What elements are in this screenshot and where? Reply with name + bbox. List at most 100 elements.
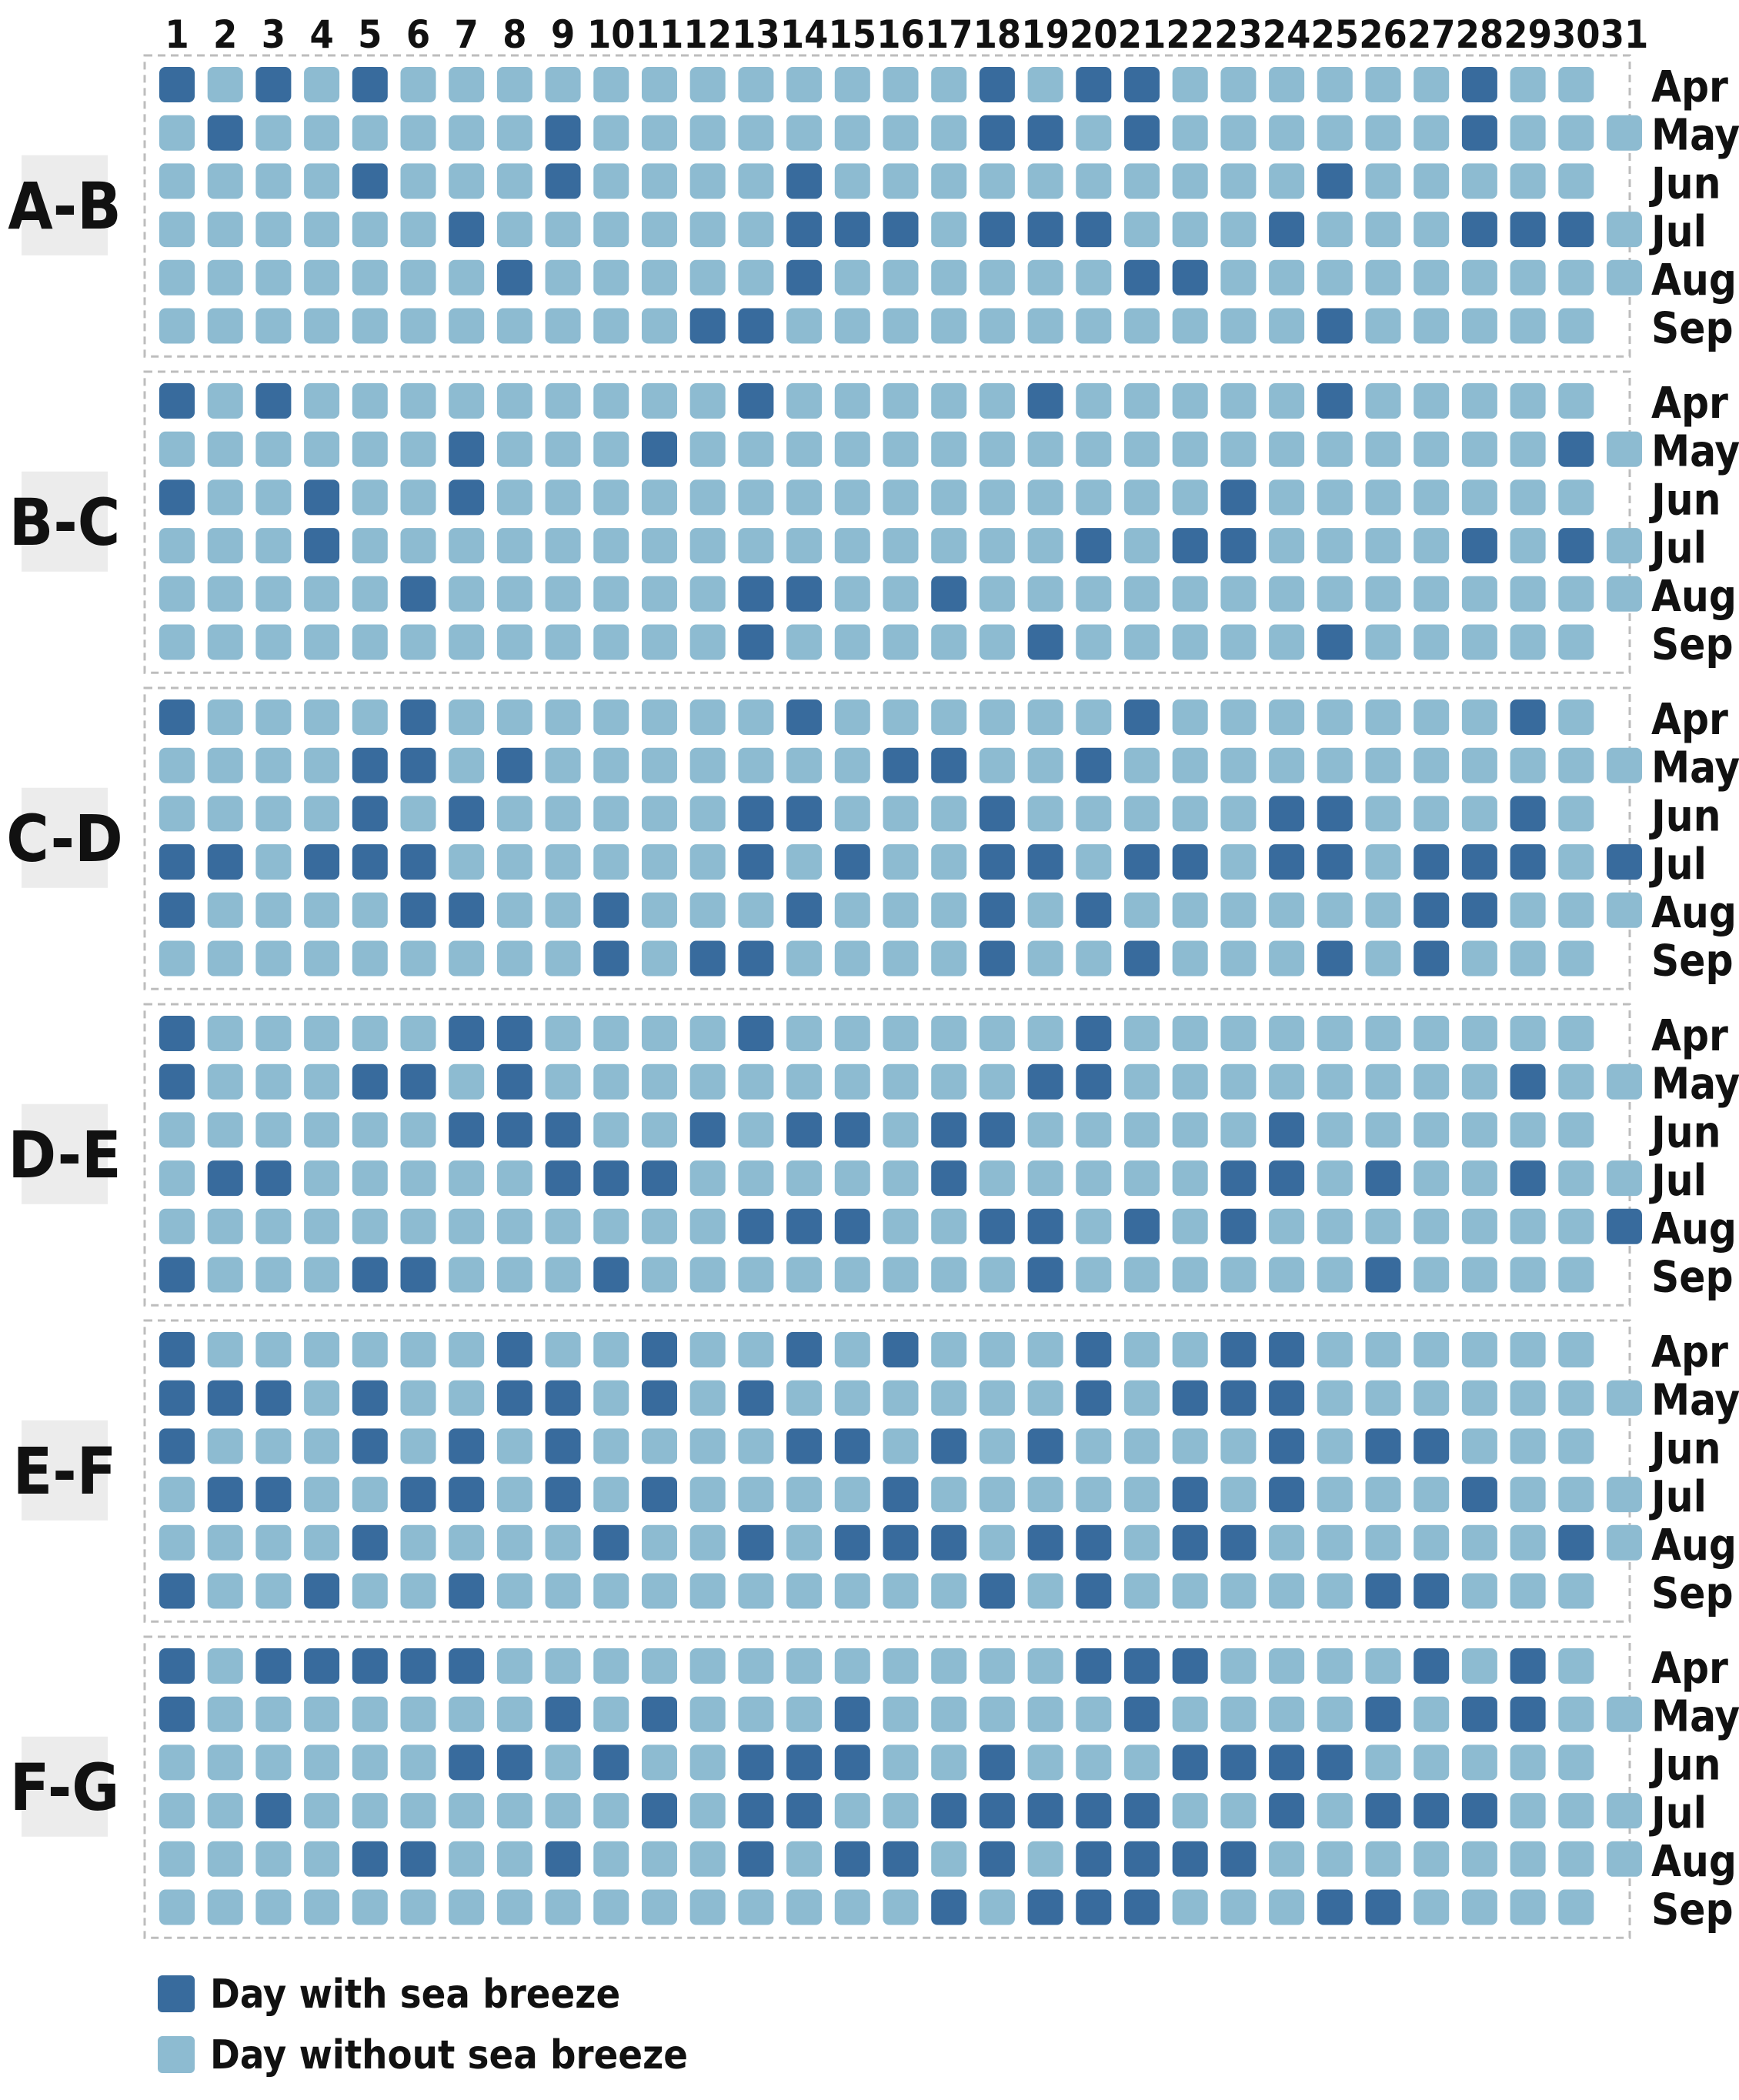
day-cell (352, 1257, 388, 1293)
day-cell (931, 212, 967, 248)
day-cell (738, 1573, 774, 1609)
day-cell (1317, 528, 1353, 564)
day-cell (352, 528, 388, 564)
day-cell (593, 1648, 629, 1684)
day-cell (786, 796, 823, 832)
day-cell (738, 1428, 774, 1464)
day-cell (545, 1016, 581, 1051)
day-cell (159, 1380, 195, 1416)
day-cell (304, 747, 340, 783)
day-cell (1124, 1160, 1160, 1197)
day-label-18: 18 (973, 12, 1022, 57)
day-cell (593, 844, 629, 880)
day-cell (1607, 747, 1642, 783)
day-cell (400, 1524, 436, 1561)
day-cell (1124, 1648, 1160, 1684)
day-cell (352, 844, 388, 880)
day-cell (1558, 1524, 1594, 1561)
day-cell (786, 1208, 823, 1244)
legend-label-no: Day without sea breeze (210, 2032, 688, 2078)
day-cell (931, 528, 967, 564)
day-cell (449, 479, 485, 516)
day-cell (304, 308, 340, 344)
day-cell (1076, 1332, 1112, 1367)
month-label-may: May (1651, 427, 1739, 477)
day-cell (304, 212, 340, 248)
day-cell (1172, 383, 1208, 419)
day-cell (1076, 1524, 1112, 1561)
day-cell (207, 892, 243, 928)
day-cell (159, 259, 195, 295)
day-cell (255, 431, 292, 467)
day-cell (1317, 1744, 1353, 1781)
day-cell (1220, 259, 1257, 295)
day-cell (1558, 796, 1594, 832)
day-cell (207, 163, 243, 199)
day-cell (207, 308, 243, 344)
month-label-jul: Jul (1649, 1788, 1707, 1838)
day-cell (1027, 844, 1063, 880)
month-label-sep: Sep (1651, 1253, 1734, 1303)
day-cell (834, 576, 870, 612)
month-label-jul: Jul (1649, 207, 1707, 257)
day-cell (642, 1257, 677, 1293)
day-cell (593, 163, 629, 199)
day-cell (400, 844, 436, 880)
day-cell (1076, 1744, 1112, 1781)
day-cell (1269, 163, 1305, 199)
day-cell (496, 1793, 532, 1829)
day-cell (786, 1016, 823, 1051)
day-cell (352, 796, 388, 832)
day-cell (786, 1889, 823, 1925)
day-cell (1269, 383, 1305, 419)
day-cell (1414, 1160, 1450, 1197)
day-label-14: 14 (780, 12, 829, 57)
day-cell (1461, 431, 1497, 467)
day-cell (496, 1696, 532, 1732)
day-cell (1269, 115, 1305, 151)
day-cell (207, 1332, 243, 1367)
day-cell (786, 1112, 823, 1148)
day-cell (979, 67, 1015, 102)
day-cell (979, 1793, 1015, 1829)
day-label-28: 28 (1456, 12, 1504, 57)
day-cell (449, 940, 485, 977)
day-cell (449, 1208, 485, 1244)
day-cell (1269, 308, 1305, 344)
day-cell (1317, 940, 1353, 977)
day-cell (1365, 1160, 1401, 1197)
day-cell (207, 699, 243, 735)
day-cell (1607, 1063, 1642, 1100)
day-cell (207, 1380, 243, 1416)
day-cell (1220, 1380, 1257, 1416)
day-cell (1558, 940, 1594, 977)
day-cell (159, 747, 195, 783)
segment-label: C-D (6, 801, 123, 876)
day-cell (738, 576, 774, 612)
day-cell (1558, 1696, 1594, 1732)
month-label-aug: Aug (1651, 888, 1737, 938)
day-cell (1365, 1477, 1401, 1513)
month-label-apr: Apr (1651, 1644, 1728, 1694)
day-cell (1317, 576, 1353, 612)
day-cell (1124, 624, 1160, 660)
day-cell (1558, 699, 1594, 735)
day-cell (1414, 308, 1450, 344)
day-cell (1220, 1744, 1257, 1781)
day-cell (352, 1889, 388, 1925)
day-cell (1124, 115, 1160, 151)
day-cell (545, 479, 581, 516)
day-cell (304, 383, 340, 419)
day-cell (1269, 1648, 1305, 1684)
day-cell (1461, 1841, 1497, 1877)
day-cell (786, 308, 823, 344)
day-cell (1172, 1889, 1208, 1925)
day-cell (1414, 796, 1450, 832)
day-cell (786, 528, 823, 564)
day-cell (1558, 479, 1594, 516)
day-cell (883, 212, 919, 248)
day-cell (1461, 308, 1497, 344)
day-cell (834, 528, 870, 564)
day-cell (496, 699, 532, 735)
day-cell (689, 163, 726, 199)
